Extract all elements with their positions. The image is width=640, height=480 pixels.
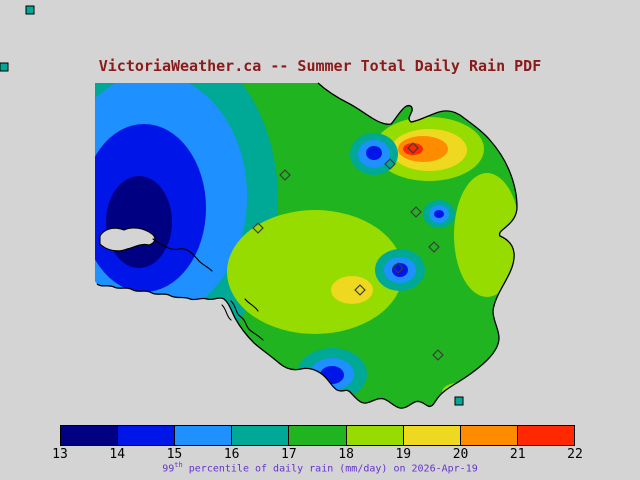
coastline-detail: [152, 238, 213, 272]
contour-level-14-15-core: [366, 146, 382, 160]
colorbar-segment: [289, 426, 347, 445]
contour-level-21-22-core: [403, 143, 423, 155]
coastline-detail: [244, 298, 259, 312]
colorbar-ticks: 13 14 15 16 17 18 19 20 21 22: [50, 447, 585, 462]
station-diamond-icon: [354, 284, 366, 296]
colorbar-caption: 99th percentile of daily rain (mm/day) o…: [0, 461, 640, 474]
colorbar-segment: [175, 426, 233, 445]
contour-level-14-15-core: [434, 210, 444, 218]
caption-prefix: 99: [162, 463, 175, 475]
colorbar-segment: [346, 426, 404, 445]
colorbar-segment: [403, 426, 461, 445]
coastline-detail: [230, 300, 264, 341]
caption-superscript: th: [174, 461, 183, 469]
colorbar-segment: [460, 426, 518, 445]
station-diamond-icon: [384, 158, 396, 170]
colorbar-tick: 13: [52, 447, 68, 462]
contour-level-18-19-east-patch: [454, 173, 517, 297]
colorbar-tick: 14: [109, 447, 126, 462]
marker-square-icon: [454, 396, 464, 406]
contour-level-19-20-center-patch: [331, 276, 373, 304]
marker-square-icon: [25, 5, 35, 15]
station-diamond-icon: [407, 142, 419, 154]
inlet-water: [99, 227, 156, 252]
colorbar-tick: 19: [395, 447, 412, 462]
coastline-detail: [221, 304, 232, 321]
caption-suffix: percentile of daily rain (mm/day) on 202…: [182, 463, 478, 475]
colorbar-tick: 18: [338, 447, 354, 462]
colorbar-tick: 15: [166, 447, 183, 462]
colorbar-tick: 22: [567, 447, 583, 462]
contour-fills: [95, 83, 517, 409]
colorbar: [60, 425, 575, 446]
colorbar-tick: 21: [509, 447, 526, 462]
colorbar-segment: [61, 426, 119, 445]
station-diamond-icon: [432, 349, 444, 361]
station-diamond-icon: [252, 222, 264, 234]
colorbar-tick: 16: [223, 447, 240, 462]
station-diamond-icon: [279, 169, 291, 181]
station-diamond-icon: [410, 206, 422, 218]
colorbar-segment: [517, 426, 574, 445]
colorbar-tick: 17: [281, 447, 297, 462]
station-diamond-icon: [428, 241, 440, 253]
contour-level-14-15-core: [392, 263, 408, 277]
page-title: VictoriaWeather.ca -- Summer Total Daily…: [98, 57, 542, 75]
contour-level-13-14-core: [106, 176, 172, 268]
colorbar-segment: [118, 426, 176, 445]
colorbar-tick: 20: [452, 447, 469, 462]
station-diamond-icon: [392, 262, 404, 274]
coastline: [96, 82, 518, 409]
marker-square-icon: [0, 62, 9, 72]
colorbar-segment: [232, 426, 290, 445]
